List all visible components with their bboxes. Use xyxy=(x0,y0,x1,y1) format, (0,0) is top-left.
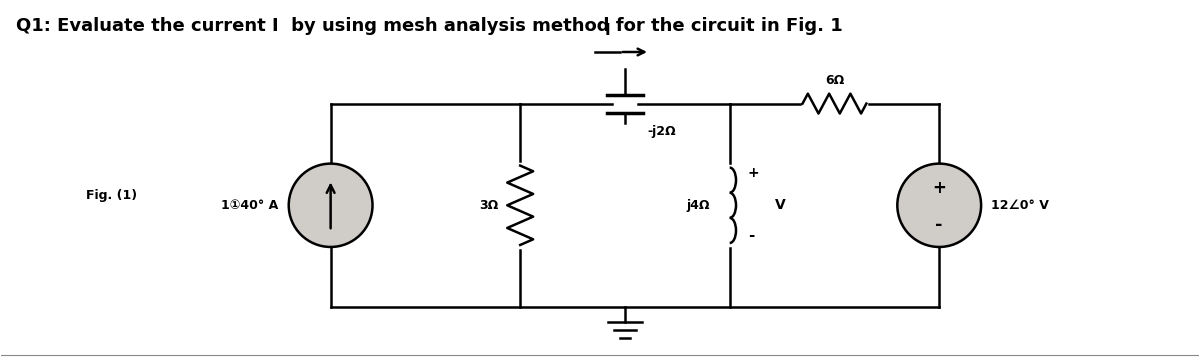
Text: j4Ω: j4Ω xyxy=(686,199,709,212)
Text: 6Ω: 6Ω xyxy=(824,74,844,87)
Text: -: - xyxy=(936,216,943,234)
Text: +: + xyxy=(748,165,760,180)
Text: +: + xyxy=(932,179,946,197)
Text: 3Ω: 3Ω xyxy=(479,199,498,212)
Circle shape xyxy=(898,164,982,247)
Text: V: V xyxy=(774,198,785,212)
Text: -: - xyxy=(748,228,754,243)
Circle shape xyxy=(289,164,372,247)
Text: Q1: Evaluate the current I  by using mesh analysis method for the circuit in Fig: Q1: Evaluate the current I by using mesh… xyxy=(17,17,844,35)
Text: 1①40° A: 1①40° A xyxy=(222,199,278,212)
Text: 12∠0° V: 12∠0° V xyxy=(991,199,1049,212)
Text: I: I xyxy=(604,23,610,38)
Text: Fig. (1): Fig. (1) xyxy=(85,189,137,202)
Text: -j2Ω: -j2Ω xyxy=(647,125,676,138)
